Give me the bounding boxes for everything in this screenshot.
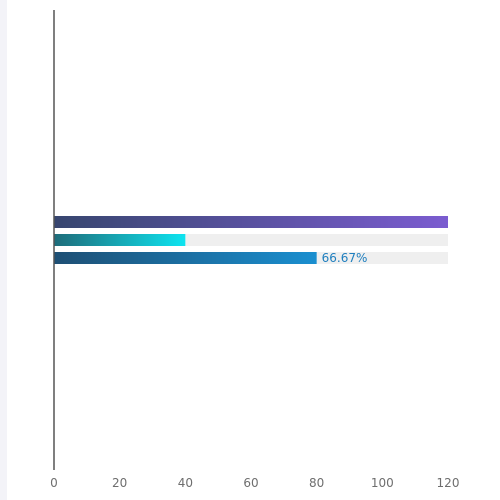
bar-1	[54, 216, 448, 228]
x-tick-label: 20	[112, 476, 127, 490]
bar-3	[54, 252, 317, 264]
x-tick-label: 120	[437, 476, 460, 490]
bar-2	[54, 234, 186, 246]
bars	[54, 216, 448, 264]
x-tick-label: 100	[371, 476, 394, 490]
bar-data-label: 66.67%	[322, 251, 368, 265]
x-tick-label: 60	[243, 476, 258, 490]
x-tick-label: 0	[50, 476, 58, 490]
data-labels: 66.67%	[322, 251, 368, 265]
x-tick-label: 40	[178, 476, 193, 490]
x-tick-label: 80	[309, 476, 324, 490]
left-edge-strip	[0, 0, 7, 500]
x-axis-ticks: 0 20 40 60 80 100 120	[50, 476, 459, 490]
